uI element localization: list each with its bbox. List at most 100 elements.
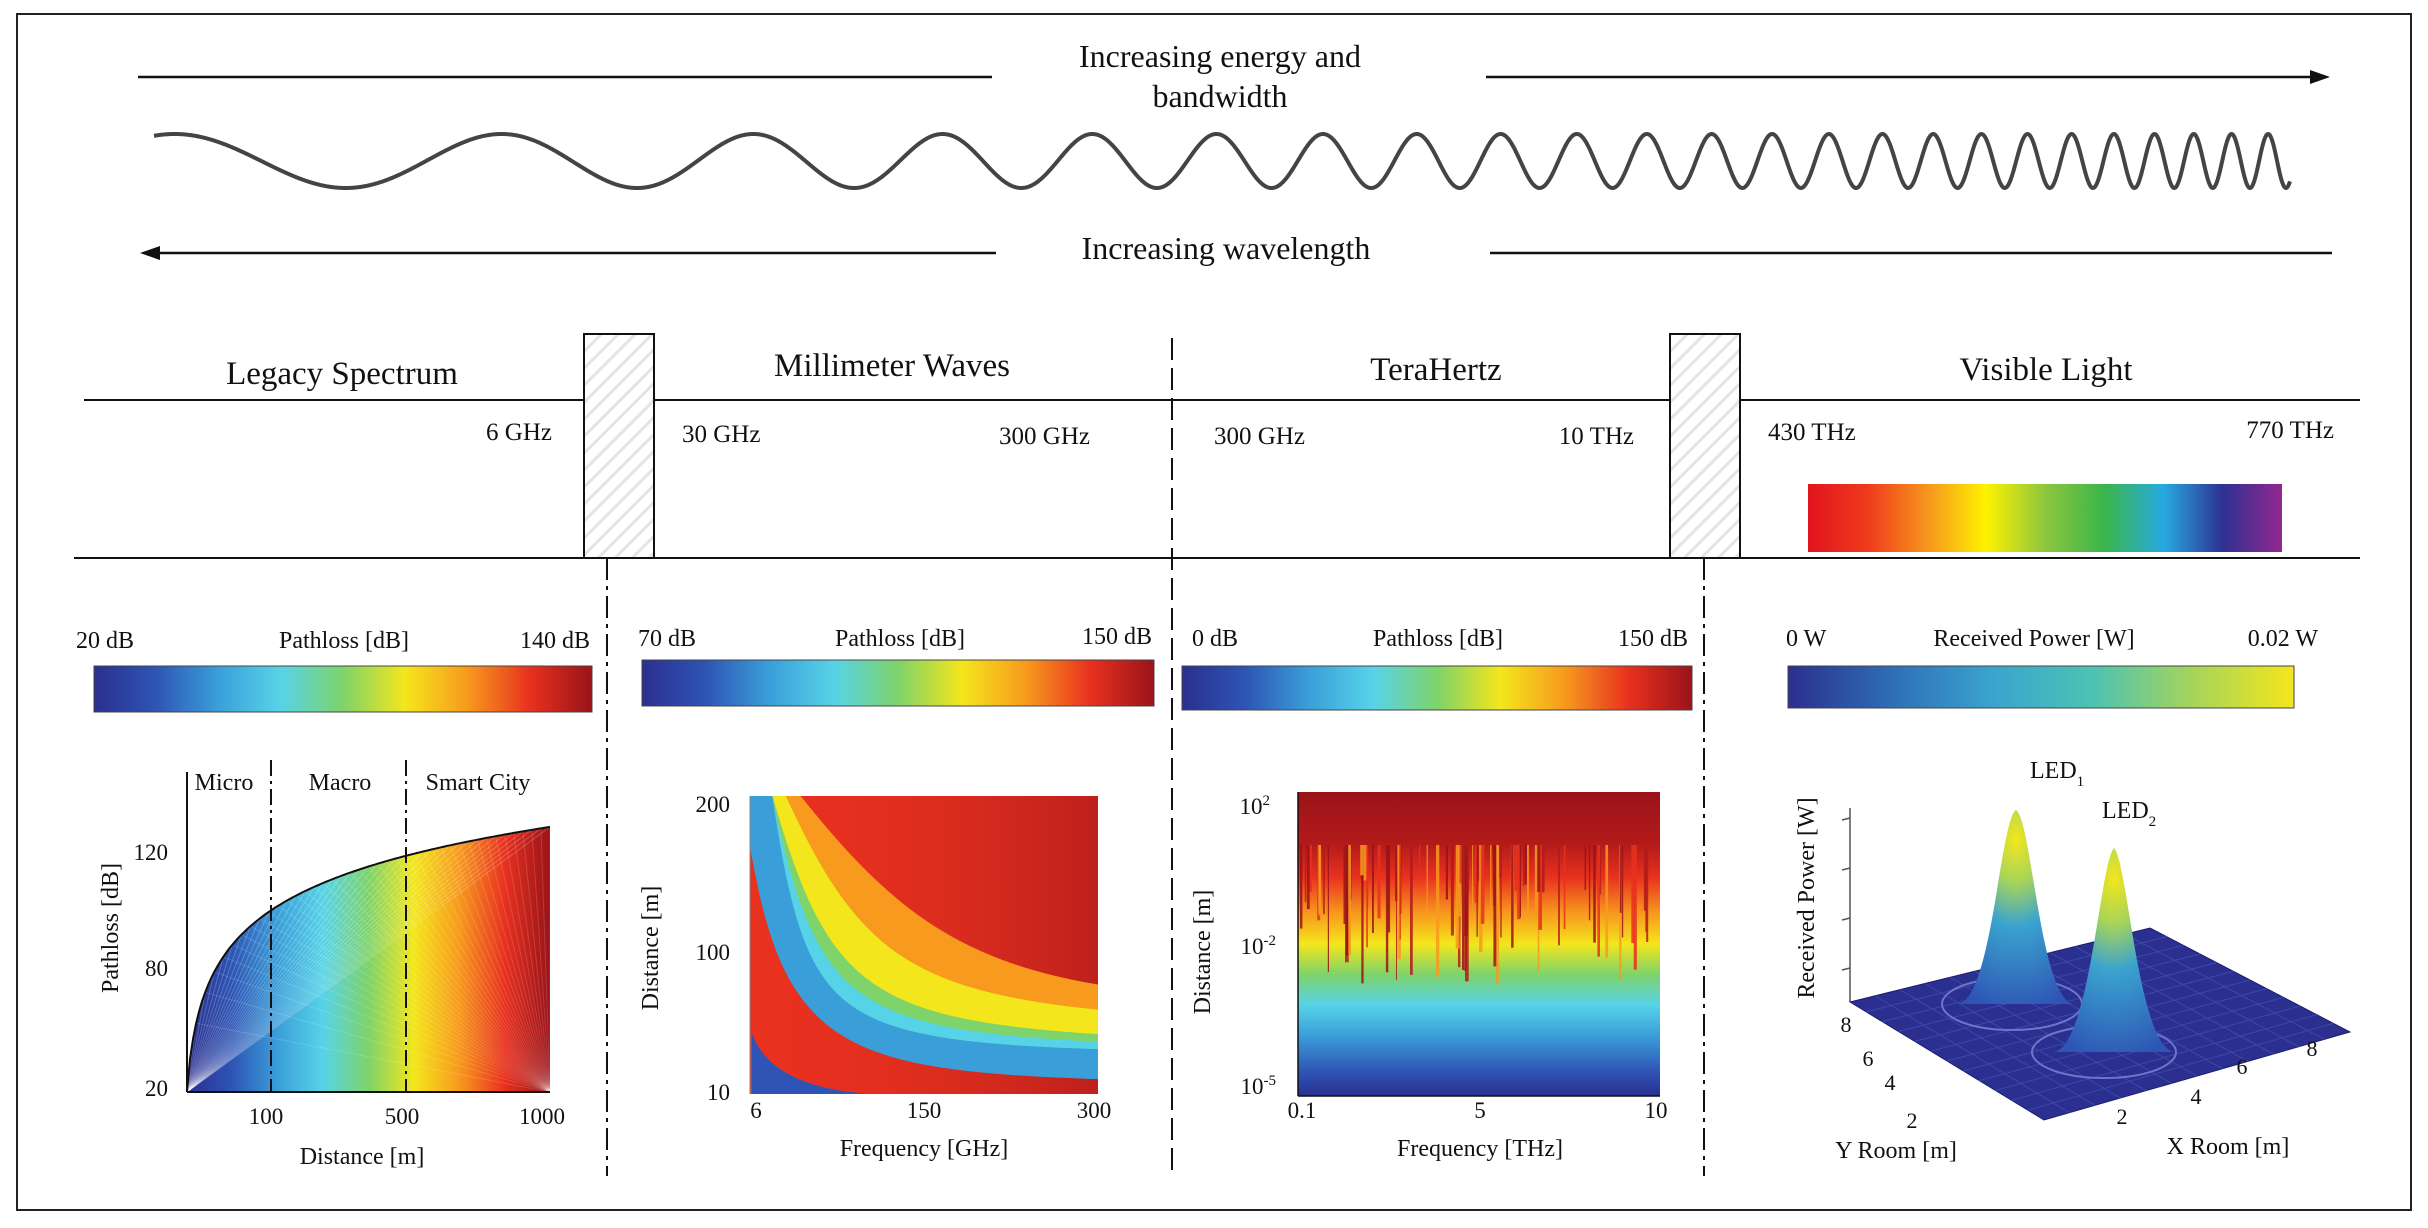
thz-spike (1366, 845, 1368, 948)
x-room-tick-2: 2 (2117, 1104, 2128, 1129)
mm-freq-left: 30 GHz (682, 421, 760, 448)
band-table: Legacy Spectrum Millimeter Waves TeraHer… (74, 333, 2360, 1176)
led2-peak (2054, 848, 2174, 1052)
thz-spike (1511, 845, 1514, 948)
pathloss-ray (295, 895, 551, 1093)
thz-spike (1558, 845, 1560, 946)
pathloss-ray (431, 849, 551, 1093)
pathloss-ray (186, 826, 551, 1093)
thz-spike (1605, 845, 1609, 958)
pathloss-ray (531, 829, 551, 1093)
pathloss-rays (186, 826, 551, 1093)
pathloss-ray (404, 855, 551, 1093)
pathloss-ray (458, 843, 551, 1093)
thz-spike (1619, 845, 1622, 913)
pathloss-ray (522, 831, 551, 1093)
x-room-label: X Room [m] (2167, 1134, 2290, 1160)
led1-peak (1958, 810, 2074, 1004)
thz-spike (1372, 845, 1374, 933)
pathloss-ray (504, 834, 551, 1093)
legacy-ytick-20: 20 (145, 1076, 168, 1101)
z-tick (1841, 917, 1851, 921)
thz-ytick-bottom-base: 10 (1241, 1074, 1264, 1099)
cb1-bar (93, 665, 593, 713)
pathloss-ray (440, 847, 551, 1093)
thz-spikes (1300, 845, 1649, 984)
thz-spike (1318, 845, 1321, 914)
cb4-bar (1787, 665, 2295, 709)
pathloss-ray (186, 905, 279, 1093)
pathloss-ray (186, 944, 233, 1093)
thz-spike (1584, 845, 1587, 890)
thz-spike (1500, 845, 1502, 938)
thz-spike (1397, 845, 1401, 960)
energy-arrowhead-icon (2310, 70, 2330, 84)
pathloss-ray (359, 869, 551, 1093)
thz-ytick-mid-exp: -2 (1264, 933, 1277, 949)
thz-xlabel: Frequency [THz] (1397, 1136, 1563, 1162)
thz-ytick-top: 102 (1240, 793, 1271, 819)
pathloss-ray (232, 944, 551, 1093)
thz-spike (1462, 845, 1465, 970)
pathloss-ray (322, 882, 551, 1093)
thz-spike (1646, 845, 1649, 942)
cb2-title: Pathloss [dB] (835, 626, 965, 652)
floor-grid-line (2027, 1022, 2334, 1111)
band-title-visible: Visible Light (1959, 352, 2132, 388)
pathloss-ray (340, 875, 551, 1093)
thz-spike (1464, 845, 1468, 936)
pathloss-ray (277, 905, 551, 1093)
thz-heatmap (1298, 792, 1660, 1096)
region-macro: Macro (309, 770, 372, 796)
pathloss-curve (186, 825, 551, 1093)
thz-spike (1477, 845, 1480, 881)
pathloss-ray (186, 832, 515, 1093)
mm-heatmap (750, 796, 1098, 1094)
thz-spike (1399, 845, 1401, 940)
thz-spike (1458, 845, 1463, 884)
thz-ytick-top-exp: 2 (1263, 793, 1271, 809)
pathloss-ray (186, 934, 242, 1093)
mm-xtick-6: 6 (750, 1098, 762, 1123)
pathloss-ray (186, 827, 542, 1093)
pathloss-ray (186, 851, 424, 1093)
thz-spike (1426, 845, 1428, 914)
legacy-freq-right: 6 GHz (486, 419, 552, 446)
wave-icon (153, 131, 2292, 191)
pathloss-ray (186, 869, 360, 1093)
pathloss-ray (186, 918, 261, 1093)
surface-zlabel: Received Power [W] (1794, 797, 1820, 998)
pathloss-ray (413, 853, 551, 1093)
thz-spike (1519, 845, 1521, 918)
pathloss-ray (495, 836, 551, 1093)
thz-spike (1621, 845, 1624, 938)
gap-block-legacy-mm (583, 333, 655, 559)
cb3-bar (1181, 665, 1693, 711)
pathloss-ray (186, 837, 487, 1093)
floor-grid-line (2011, 1014, 2317, 1101)
cb4-title: Received Power [W] (1933, 626, 2134, 652)
wavelength-label: Increasing wavelength (1082, 230, 1371, 266)
thz-spike (1474, 845, 1477, 903)
pathloss-area (187, 826, 550, 1092)
figure-frame (16, 13, 2412, 1211)
surface-z-ticks (1841, 817, 1851, 971)
led2-label: LED2 (2102, 798, 2156, 830)
pathloss-ray (186, 863, 378, 1093)
pathloss-ray (186, 875, 342, 1093)
pathloss-ray (476, 839, 551, 1093)
thz-spike (1524, 845, 1527, 885)
thz-spike (1480, 845, 1485, 924)
cb3-title: Pathloss [dB] (1373, 626, 1503, 652)
cb2-max: 150 dB (1082, 624, 1152, 650)
colorbars: 20 dB Pathloss [dB] 140 dB 70 dB Pathlos… (76, 624, 2318, 713)
pathloss-ray (286, 900, 551, 1093)
pathloss-ray (186, 835, 496, 1093)
legacy-xlabel: Distance [m] (300, 1144, 425, 1170)
pathloss-ray (186, 841, 469, 1093)
thz-xtick-5: 5 (1474, 1098, 1486, 1123)
pathloss-ray (304, 890, 551, 1093)
thz-spike (1527, 845, 1529, 916)
thz-ytick-mid-base: 10 (1241, 934, 1264, 959)
